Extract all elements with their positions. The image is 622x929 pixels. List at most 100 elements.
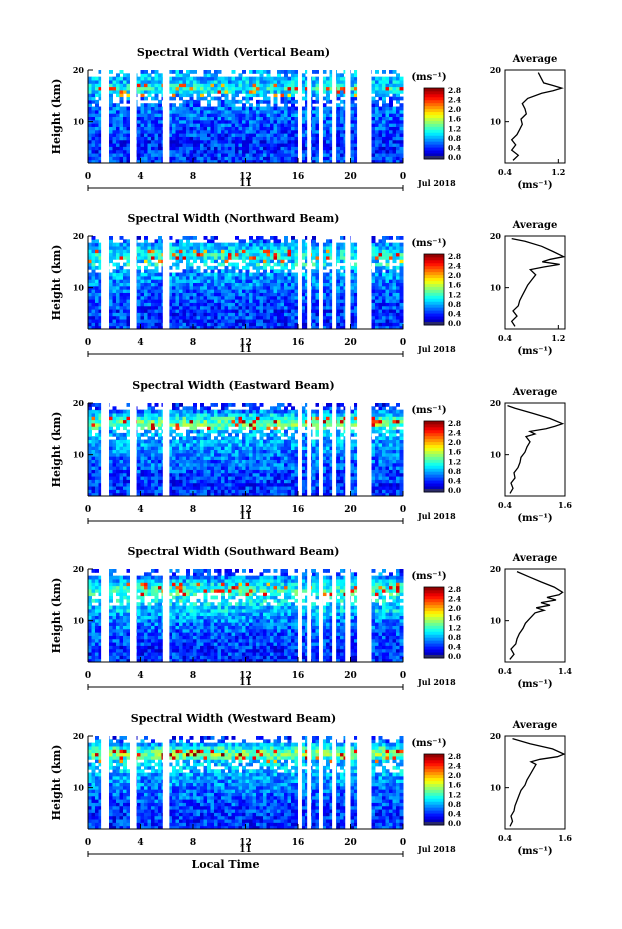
heatmap-cell [151,249,155,254]
heatmap-cell [329,79,334,84]
heatmap-cell [263,139,267,144]
heatmap-cell [389,285,393,290]
heatmap-cell [126,279,131,283]
heatmap-cell [382,295,386,300]
heatmap-cell [378,265,383,270]
heatmap-cell [186,302,190,307]
heatmap-cell [375,292,379,297]
heatmap-cell [175,282,180,287]
heatmap-cell [245,325,250,330]
heatmap-cell [277,149,281,154]
heatmap-cell [336,156,341,161]
heatmap-cell [256,109,260,114]
heatmap-cell [242,136,246,141]
heatmap-cell [95,143,99,147]
heatmap-cell [375,272,379,277]
heatmap-cell [291,146,295,151]
heatmap-cell [224,149,229,154]
heatmap-cell [294,309,299,313]
heatmap-cell [354,109,358,114]
heatmap-cell [91,309,96,313]
heatmap-cell [88,299,92,303]
heatmap-cell [266,279,271,283]
heatmap-cell [340,123,344,127]
heatmap-cell [336,139,341,144]
heatmap-cell [182,133,187,137]
heatmap-cell [140,245,145,250]
heatmap-cell [263,295,267,300]
heatmap-cell [263,285,267,290]
heatmap-cell [207,245,211,250]
heatmap-cell [88,492,92,497]
heatmap-cell [277,319,281,323]
heatmap-cell [266,239,271,244]
heatmap-cell [326,89,330,94]
heatmap-cell [224,309,229,313]
heatmap-cell [88,113,92,117]
heatmap-cell [193,106,197,111]
heatmap-cell [336,272,341,277]
heatmap-cell [277,119,281,124]
heatmap-cell [312,302,316,307]
heatmap-cell [207,129,211,134]
heatmap-cell [273,249,278,254]
heatmap-cell [287,89,292,94]
heatmap-cell [203,106,208,111]
heatmap-cell [228,146,232,151]
heatmap-cell [207,153,211,157]
heatmap-cell [203,305,208,310]
heatmap-cell [144,285,148,290]
heatmap-cell [326,139,330,144]
heatmap-cell [256,126,260,131]
heatmap-cell [175,245,180,250]
heatmap-cell [116,249,120,254]
heatmap-cell [350,325,355,330]
heatmap-cell [186,93,190,98]
heatmap-cell [266,295,271,300]
heatmap-cell [340,143,344,147]
heatmap-cell [350,242,355,247]
heatmap-cell [301,309,306,313]
heatmap-cell [399,136,404,141]
heatmap-cell [196,312,201,317]
heatmap-cell [389,315,393,320]
heatmap-cell [273,275,278,280]
heatmap-cell [340,252,344,257]
heatmap-cell [389,272,393,277]
heatmap-cell [322,259,327,264]
heatmap-cell [228,116,232,121]
heatmap-cell [179,319,183,323]
heatmap-cell [140,70,145,74]
heatmap-cell [116,452,120,457]
heatmap-cell [228,262,232,267]
heatmap-cell [294,139,299,144]
heatmap-cell [88,116,92,121]
heatmap-cell [280,319,285,323]
heatmap-cell [396,245,400,250]
heatmap-cell [291,96,295,101]
heatmap-cell [259,93,264,98]
heatmap-cell [98,412,103,417]
heatmap-cell [322,245,327,250]
colorbar-tick-label: 0.4 [448,143,461,152]
colorbar-swatch [424,301,444,305]
heatmap-cell [378,279,383,283]
heatmap-cell [273,109,278,114]
heatmap-cell [291,153,295,157]
heatmap-cell [95,325,99,330]
heatmap-cell [193,79,197,84]
heatmap-cell [385,255,390,260]
heatmap-cell [112,133,117,137]
heatmap-cell [217,312,222,317]
heatmap-cell [126,119,131,124]
heatmap-cell [95,319,99,323]
heatmap-cell [287,76,292,81]
heatmap-cell [88,295,92,300]
heatmap-cell [375,139,379,144]
heatmap-cell [256,255,260,260]
heatmap-cell [88,429,92,434]
heatmap-cell [98,429,103,434]
heatmap-cell [249,289,253,293]
heatmap-cell [245,269,250,274]
heatmap-cell [336,159,341,164]
